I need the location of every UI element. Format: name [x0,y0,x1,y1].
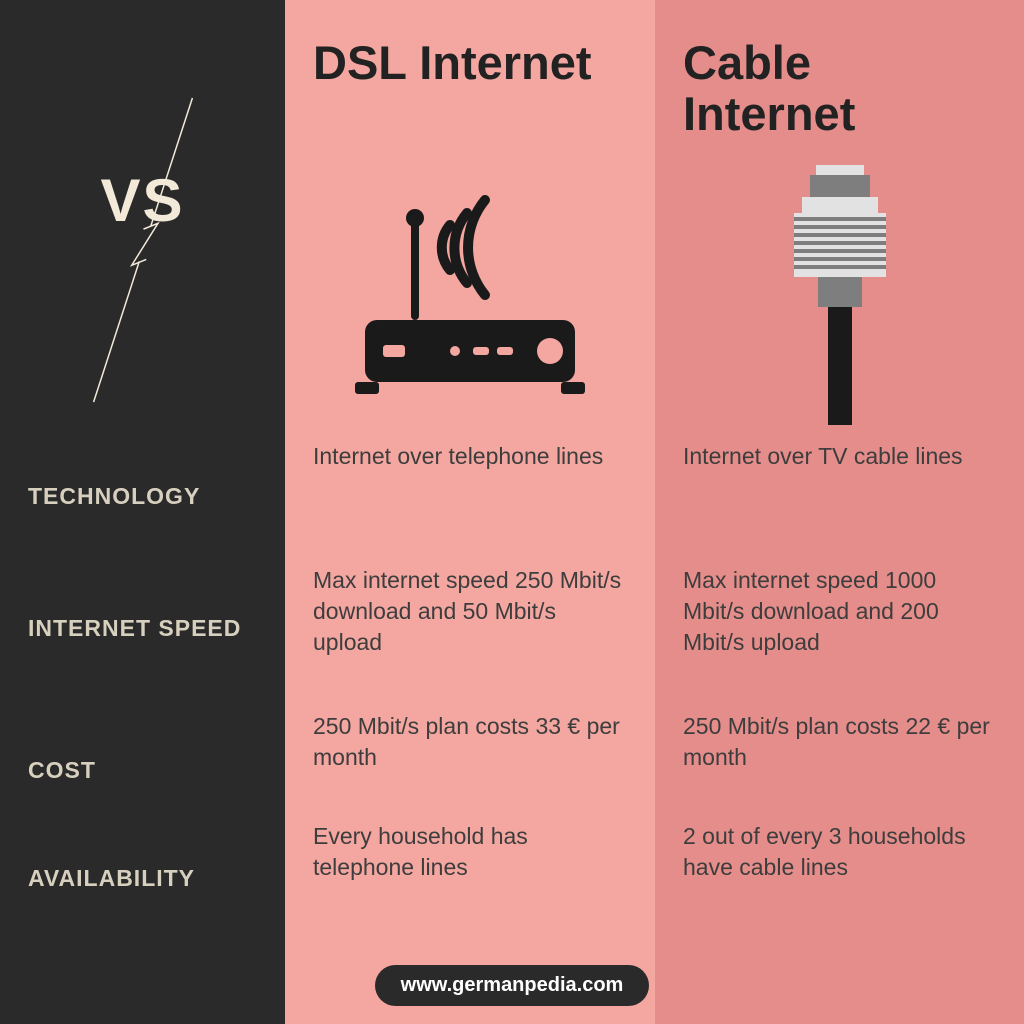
vs-text: VS [100,166,184,235]
dsl-technology: Internet over telephone lines [313,435,627,555]
cable-column: Cable Internet Internet over TV cab [655,0,1024,1024]
label-cost: COST [28,757,96,783]
dsl-cost: 250 Mbit/s plan costs 33 € per month [313,705,627,815]
dsl-icon-zone [313,155,627,435]
cable-title: Cable Internet [683,0,996,155]
source-url: www.germanpedia.com [375,965,650,1006]
label-availability: AVAILABILITY [28,865,195,891]
dsl-title: DSL Internet [313,0,627,155]
slash-divider-icon [74,92,211,409]
dsl-availability: Every household has telephone lines [313,815,627,915]
cable-cost: 250 Mbit/s plan costs 22 € per month [683,705,996,815]
dsl-speed: Max internet speed 250 Mbit/s download a… [313,555,627,705]
cable-icon-zone [683,155,996,435]
label-technology: TECHNOLOGY [28,483,200,509]
cable-technology: Internet over TV cable lines [683,435,996,555]
label-speed: INTERNET SPEED [28,615,241,641]
coax-connector-icon [780,165,900,425]
cable-availability: 2 out of every 3 households have cable l… [683,815,996,915]
dsl-column: DSL Internet [285,0,655,1024]
router-wifi-icon [355,190,585,400]
footer: www.germanpedia.com [0,965,1024,1006]
labels-column: VS TECHNOLOGY INTERNET SPEED COST AVAILA… [0,0,285,1024]
vs-badge: VS [0,60,285,340]
cable-speed: Max internet speed 1000 Mbit/s download … [683,555,996,705]
